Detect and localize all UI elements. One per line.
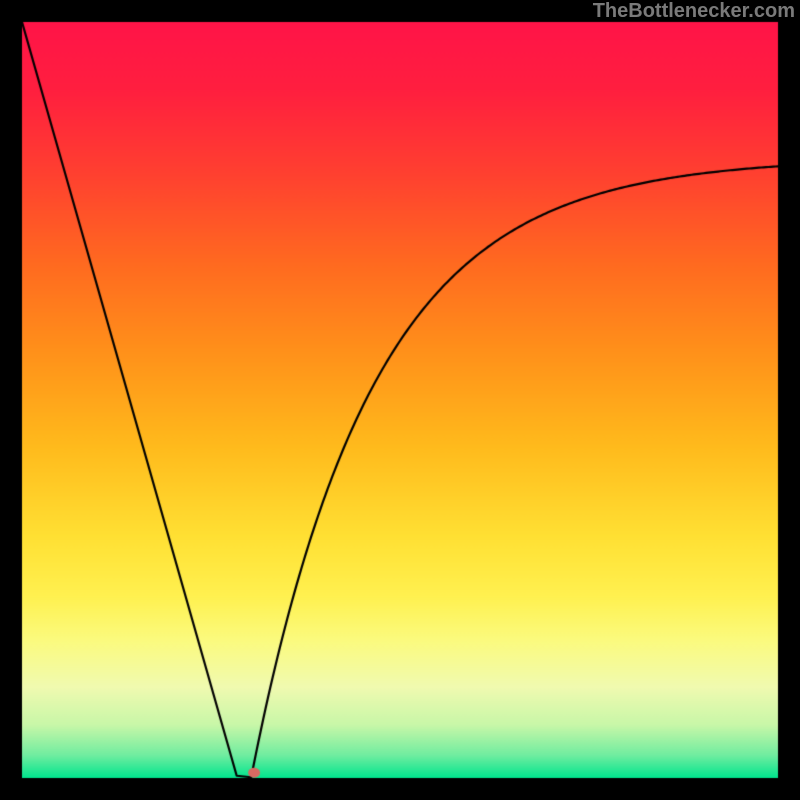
bottleneck-chart: [0, 0, 800, 800]
chart-container: TheBottlenecker.com: [0, 0, 800, 800]
watermark-text: TheBottlenecker.com: [593, 0, 795, 23]
